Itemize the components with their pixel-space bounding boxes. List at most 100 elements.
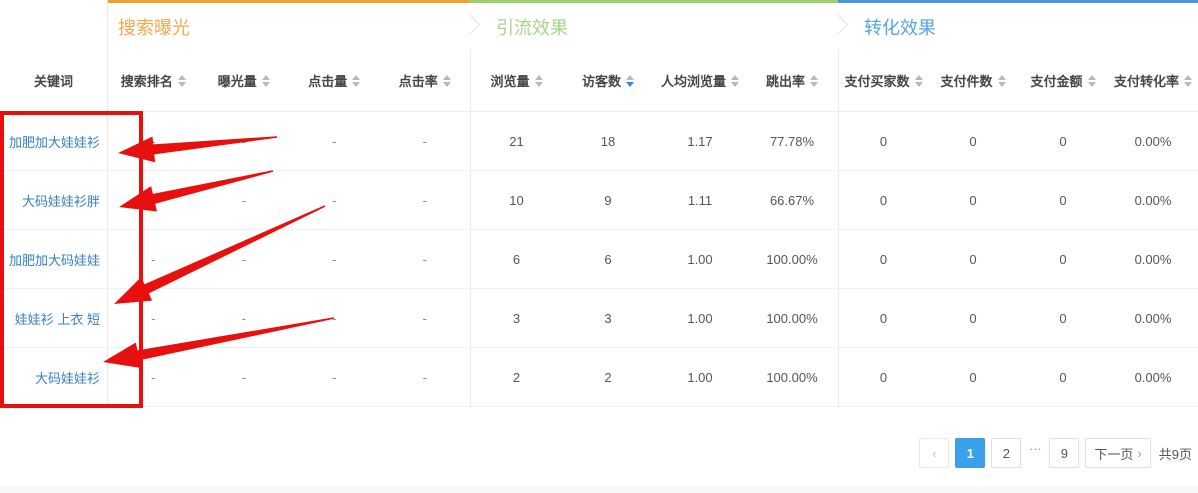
column-header-label: 支付买家数	[844, 74, 910, 89]
column-header-曝光量[interactable]: 曝光量	[199, 50, 290, 111]
pagination: ‹ 1 2 … 9 下一页 › 共9页	[919, 438, 1192, 468]
window-bottom-edge	[0, 486, 1198, 493]
cell-value: 100.00%	[766, 251, 818, 267]
page-button-9[interactable]: 9	[1049, 438, 1080, 468]
group-title-label: 转化效果	[864, 17, 936, 38]
table-row: 娃娃衫 上衣 短 - - - - 3 3 1.00 100.00% 0 0 0 0.00%	[0, 289, 1198, 348]
cell-value: 3	[470, 289, 562, 347]
cell-value: -	[151, 369, 156, 385]
cell-value: 100.00%	[766, 310, 818, 326]
cell-value: 0	[1059, 310, 1067, 326]
column-header-搜索排名[interactable]: 搜索排名	[108, 50, 199, 111]
keyword-column-spacer	[0, 0, 108, 50]
column-header-keyword: 关键词	[0, 50, 108, 111]
column-header-支付转化率[interactable]: 支付转化率	[1108, 50, 1198, 111]
column-header-label: 浏览量	[490, 74, 530, 89]
cell-value: -	[422, 192, 427, 208]
sort-icon[interactable]	[1087, 74, 1096, 87]
sort-icon[interactable]	[261, 74, 270, 87]
sort-icon[interactable]	[442, 74, 451, 87]
column-header-label: 支付件数	[940, 74, 993, 89]
cell-value: 1.11	[687, 192, 713, 208]
sort-icon[interactable]	[731, 74, 739, 87]
cell-value: 0	[838, 289, 928, 347]
sort-icon[interactable]	[626, 74, 634, 87]
cell-value: 0	[1059, 369, 1067, 385]
cell-value: 0	[838, 112, 928, 170]
keyword-link[interactable]: 加肥加大码娃娃	[0, 230, 108, 288]
cell-value: 21	[470, 112, 562, 170]
sort-icon[interactable]	[810, 74, 818, 87]
cell-value: 0	[838, 230, 928, 288]
column-header-人均浏览量[interactable]: 人均浏览量	[654, 50, 746, 111]
metric-group-title-3: 转化效果	[826, 0, 1198, 50]
cell-value: 10	[470, 171, 562, 229]
table-row: 大码娃娃衫胖 - - - - 10 9 1.11 66.67% 0 0 0 0.00%	[0, 171, 1198, 230]
column-header-label: 支付金额	[1030, 74, 1083, 89]
keyword-link[interactable]: 娃娃衫 上衣 短	[0, 289, 108, 347]
sort-icon[interactable]	[534, 74, 543, 87]
cell-value: -	[422, 251, 427, 267]
cell-value: -	[241, 251, 246, 267]
sort-icon[interactable]	[177, 74, 186, 87]
sort-icon[interactable]	[914, 74, 923, 87]
sort-icon[interactable]	[352, 74, 361, 87]
column-header-row: 关键词 搜索排名 曝光量 点击量 点击率 浏览量 访客数 人均浏览量 跳出率 支付买家数 支付件数…	[0, 50, 1198, 112]
cell-value: -	[422, 310, 427, 326]
cell-value: 2	[604, 369, 612, 385]
column-header-支付件数[interactable]: 支付件数	[928, 50, 1018, 111]
sort-icon[interactable]	[1184, 74, 1192, 87]
cell-value: -	[422, 369, 427, 385]
cell-value: 100.00%	[766, 369, 818, 385]
sort-icon[interactable]	[997, 74, 1006, 87]
group-title-label: 引流效果	[496, 17, 568, 38]
cell-value: 0	[1059, 133, 1067, 149]
cell-value: 6	[470, 230, 562, 288]
keyword-link[interactable]: 大码娃娃衫胖	[0, 171, 108, 229]
cell-value: 0.00%	[1134, 369, 1172, 385]
cell-value: -	[332, 133, 337, 149]
page-button-1[interactable]: 1	[955, 438, 986, 468]
cell-value: 0.00%	[1134, 133, 1172, 149]
cell-value: -	[241, 369, 246, 385]
total-pages-label: 共9页	[1158, 446, 1192, 462]
cell-value: -	[241, 192, 246, 208]
cell-value: 0	[969, 133, 977, 149]
cell-value: 9	[604, 192, 612, 208]
column-header-点击量[interactable]: 点击量	[289, 50, 380, 111]
column-header-label: 搜索排名	[120, 74, 173, 89]
page-button-2[interactable]: 2	[991, 438, 1022, 468]
cell-value: 1.00	[687, 251, 713, 267]
cell-value: 1.00	[687, 310, 713, 326]
keyword-link[interactable]: 大码娃娃衫	[0, 348, 108, 406]
column-header-label: 跳出率	[765, 74, 805, 89]
table-row: 加肥加大码娃娃 - - - - 6 6 1.00 100.00% 0 0 0 0.00%	[0, 230, 1198, 289]
cell-value: 0	[1059, 251, 1067, 267]
cell-value: -	[241, 133, 246, 149]
cell-value: 0	[969, 310, 977, 326]
column-header-点击率[interactable]: 点击率	[380, 50, 471, 111]
prev-page-button[interactable]: ‹	[919, 438, 950, 468]
cell-value: -	[151, 251, 156, 267]
column-header-label: 访客数	[581, 74, 621, 89]
cell-value: 3	[604, 310, 612, 326]
column-header-访客数[interactable]: 访客数	[562, 50, 654, 111]
cell-value: 6	[604, 251, 612, 267]
column-header-支付买家数[interactable]: 支付买家数	[838, 50, 928, 111]
column-header-支付金额[interactable]: 支付金额	[1018, 50, 1108, 111]
column-header-label: 人均浏览量	[660, 74, 726, 89]
cell-value: 66.67%	[769, 192, 815, 208]
column-header-跳出率[interactable]: 跳出率	[746, 50, 838, 111]
keyword-link[interactable]: 加肥加大娃娃衫	[0, 112, 108, 170]
cell-value: 2	[470, 348, 562, 406]
column-header-浏览量[interactable]: 浏览量	[470, 50, 562, 111]
cell-value: -	[151, 310, 156, 326]
column-header-label: 点击率	[398, 74, 438, 89]
cell-value: 18	[600, 133, 616, 149]
next-page-button[interactable]: 下一页 ›	[1085, 438, 1151, 468]
metric-group-title-1: 搜索曝光	[108, 0, 470, 50]
cell-value: 0.00%	[1134, 310, 1172, 326]
cell-value: 0	[1059, 192, 1067, 208]
next-icon: ›	[1137, 445, 1142, 461]
